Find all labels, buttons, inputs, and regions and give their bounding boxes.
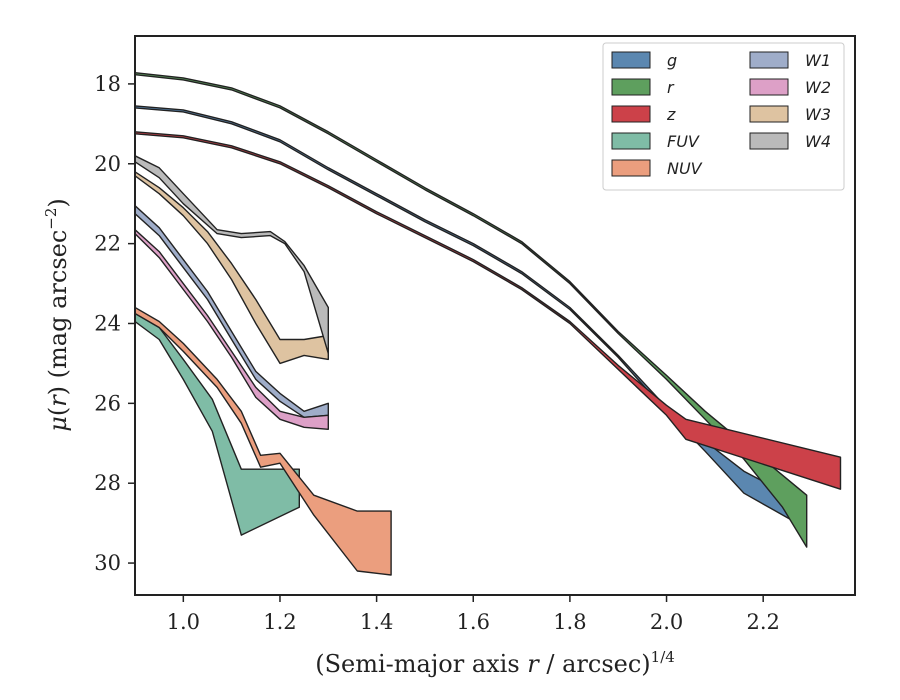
band-w2 [135,229,329,430]
plot-frame [134,35,856,596]
legend-label-w3: W3 [805,105,831,124]
profile-bands [135,72,842,576]
band-w3 [135,171,329,365]
legend-swatch-nuv [611,159,651,177]
y-tick-label: 20 [94,152,121,176]
legend-label-w2: W2 [805,78,831,97]
band-w1 [135,205,329,418]
legend-label-r: r [667,78,675,97]
y-tick-label: 22 [94,232,121,256]
y-tick-label: 24 [94,311,121,335]
y-tick-label: 30 [94,551,121,575]
legend-label-g: g [667,51,677,70]
legend: grz FUV NUV W1 W2 W3 W4 [602,42,845,191]
band-z [135,131,842,490]
band-fuv [135,312,300,536]
legend-swatch-w4 [749,132,789,150]
y-axis-label: μ(r) (mag arcsec−2) [42,198,72,432]
x-tick-label: 2.2 [746,610,779,634]
legend-swatch-w3 [749,105,789,123]
x-axis-label: (Semi-major axis r / arcsec)1/4 [315,648,675,678]
legend-label-z: z [666,105,676,124]
x-tick-label: 2.0 [650,610,683,634]
y-tick-label: 28 [94,471,121,495]
legend-swatch-r [611,78,651,96]
x-tick-label: 1.6 [457,610,490,634]
x-tick-label: 1.0 [167,610,200,634]
band-nuv [135,306,392,576]
legend-label-w1: W1 [805,51,831,70]
legend-label-nuv: NUV [667,159,703,178]
band-w4 [135,155,329,355]
legend-label-fuv: FUV [667,132,700,151]
legend-swatch-g [611,51,651,69]
y-tick-label: 18 [94,72,121,96]
legend-swatch-w1 [749,51,789,69]
x-tick-label: 1.8 [553,610,586,634]
band-r [135,72,808,548]
legend-swatch-z [611,105,651,123]
x-tick-label: 1.4 [360,610,393,634]
legend-swatch-fuv [611,132,651,150]
y-axis-ticks: 18 20 22 24 26 28 30 [94,72,135,575]
y-tick-label: 26 [94,391,121,415]
legend-swatch-w2 [749,78,789,96]
x-tick-label: 1.2 [263,610,296,634]
legend-items: grz FUV NUV W1 W2 W3 W4 [611,51,831,178]
x-axis-ticks: 1.0 1.2 1.4 1.6 1.8 2.0 2.2 [167,595,780,634]
legend-label-w4: W4 [805,132,831,151]
